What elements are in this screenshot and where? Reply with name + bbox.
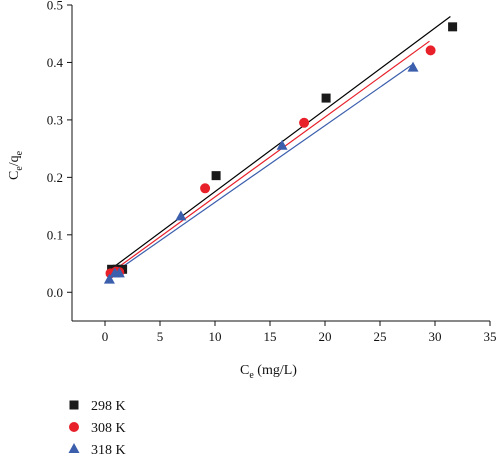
legend-marker [68,443,80,453]
x-tick-label: 0 [102,329,109,344]
y-tick-label: 0.1 [47,227,63,242]
x-tick-label: 15 [264,329,277,344]
data-point [200,183,211,194]
legend-marker [69,422,79,432]
x-tick-label: 35 [484,329,497,344]
y-tick-label: 0.2 [47,170,63,185]
legend-label: 298 K [91,399,126,414]
x-tick-label: 20 [319,329,332,344]
y-tick-label: 0.5 [47,0,63,13]
data-points [103,22,458,284]
x-tick-label: 25 [374,329,387,344]
legend-marker [69,400,79,410]
x-ticks: 0 5 10 15 20 25 30 35 [102,321,497,344]
y-tick-label: 0.3 [47,112,63,127]
data-point [321,93,331,103]
data-point [103,273,115,284]
x-tick-label: 10 [209,329,222,344]
x-axis-title: Ce (mg/L) [240,363,297,381]
x-tick-label: 5 [157,329,164,344]
fit-line-308-k [107,40,430,275]
fit-line-318-k [107,63,414,278]
data-point [211,171,221,181]
legend-label: 308 K [91,421,126,436]
data-point [448,22,458,32]
data-point [113,267,125,278]
fit-lines [107,16,451,278]
y-ticks: 0.0 0.1 0.2 0.3 0.4 0.5 [47,0,72,300]
data-point [175,210,187,221]
data-point [425,45,436,56]
fit-line-298-k [107,16,451,272]
y-tick-label: 0.0 [47,285,63,300]
x-tick-label: 30 [429,329,442,344]
y-axis-title: Ce/qe [7,150,25,180]
data-point [407,61,419,72]
legend-label: 318 K [91,443,126,458]
data-point [276,139,288,150]
data-point [299,117,310,128]
legend: 298 K 308 K 318 K [68,399,126,458]
y-tick-label: 0.4 [47,55,64,70]
